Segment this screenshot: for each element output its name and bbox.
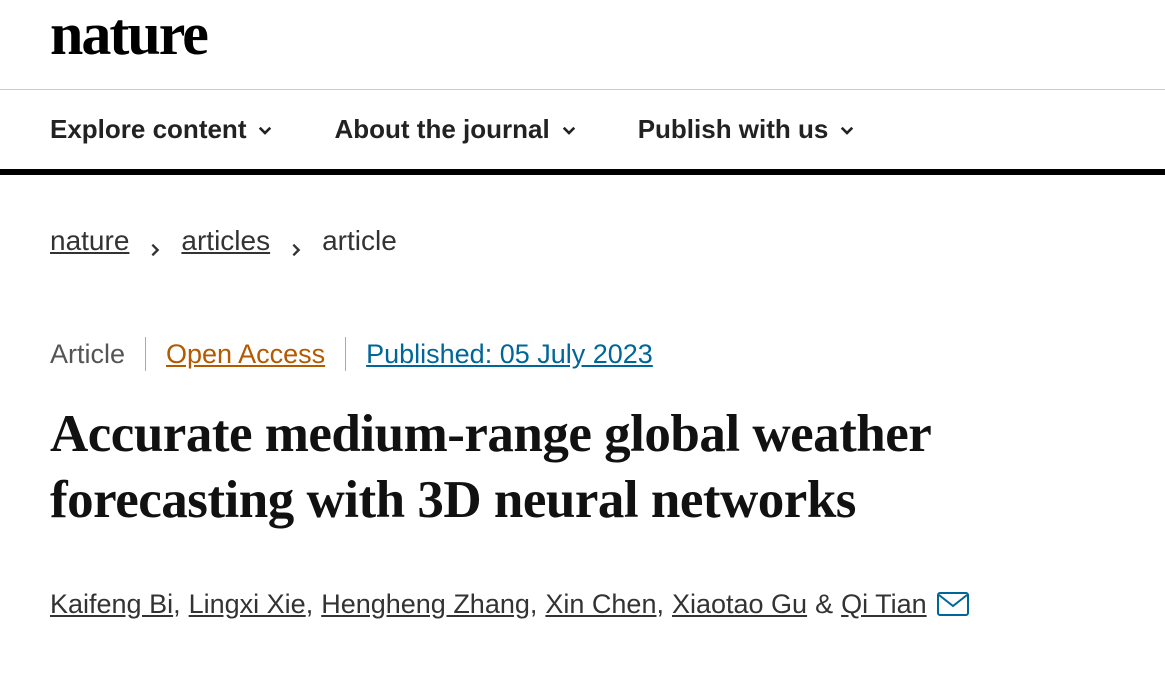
meta-divider — [345, 337, 346, 371]
article-type: Article — [50, 339, 125, 370]
breadcrumb: nature articles article — [50, 225, 1115, 257]
author-separator: , — [656, 589, 664, 620]
breadcrumb-current: article — [322, 225, 397, 257]
published-date-link[interactable]: Published: 05 July 2023 — [366, 339, 653, 370]
article-meta: Article Open Access Published: 05 July 2… — [50, 337, 1115, 371]
nav-publish-with-us[interactable]: Publish with us — [638, 114, 857, 145]
main-nav: Explore content About the journal Publis… — [0, 90, 1165, 175]
chevron-right-icon — [288, 233, 304, 249]
chevron-down-icon — [256, 121, 274, 139]
chevron-down-icon — [838, 121, 856, 139]
author-link[interactable]: Xin Chen — [545, 589, 656, 620]
nav-label: About the journal — [334, 114, 549, 145]
site-logo[interactable]: nature — [0, 0, 1165, 89]
author-link[interactable]: Xiaotao Gu — [672, 589, 807, 620]
chevron-right-icon — [147, 233, 163, 249]
logo-text: nature — [50, 1, 207, 67]
author-link[interactable]: Hengheng Zhang — [321, 589, 530, 620]
author-separator: , — [173, 589, 181, 620]
mail-icon[interactable] — [937, 592, 969, 616]
author-separator: , — [530, 589, 538, 620]
open-access-link[interactable]: Open Access — [166, 339, 325, 370]
breadcrumb-articles[interactable]: articles — [181, 225, 270, 257]
nav-label: Explore content — [50, 114, 246, 145]
nav-about-journal[interactable]: About the journal — [334, 114, 577, 145]
author-link[interactable]: Lingxi Xie — [189, 589, 306, 620]
author-link[interactable]: Kaifeng Bi — [50, 589, 173, 620]
article-title: Accurate medium-range global weather for… — [50, 401, 1115, 534]
article-content: nature articles article Article Open Acc… — [0, 175, 1165, 650]
author-list: Kaifeng Bi, Lingxi Xie, Hengheng Zhang, … — [50, 589, 1115, 620]
breadcrumb-nature[interactable]: nature — [50, 225, 129, 257]
author-separator: , — [306, 589, 314, 620]
author-link[interactable]: Qi Tian — [841, 589, 927, 620]
author-ampersand: & — [815, 589, 833, 620]
nav-explore-content[interactable]: Explore content — [50, 114, 274, 145]
chevron-down-icon — [560, 121, 578, 139]
nav-label: Publish with us — [638, 114, 829, 145]
meta-divider — [145, 337, 146, 371]
